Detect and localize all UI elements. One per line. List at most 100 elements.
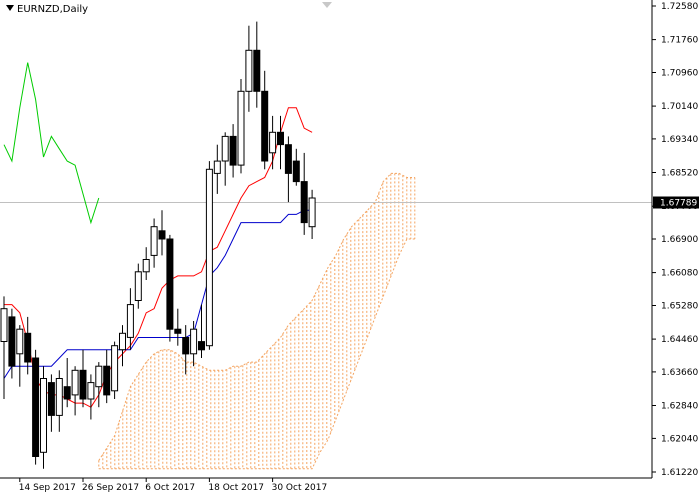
x-tick-label: 30 Oct 2017 [272,483,328,493]
candle-body-bear [166,238,174,330]
chikou-span-line [3,62,100,225]
candle [142,247,150,280]
candle-body-bear [229,135,237,166]
candle [277,115,284,170]
candle-body-bull [221,135,229,162]
indicator-lines [3,62,313,408]
candle-body-bear [292,160,300,183]
senkou-span-b-line [98,238,415,470]
candle-body-bull [205,168,213,347]
candle [198,304,205,358]
shift-marker-icon[interactable] [322,2,332,8]
candle [16,325,24,387]
candle-body-bull [16,328,24,355]
candle [284,136,292,203]
price-tag-box [653,196,699,209]
candle-body-bear [158,230,166,240]
candle [190,321,198,367]
candle-body-bull [213,160,221,174]
candle-body-bear [277,131,284,146]
candle [182,325,190,375]
candle [40,366,47,469]
candle-body-bear [8,316,16,367]
candle [158,210,166,256]
y-tick-label: 1.64460 [661,335,698,345]
candle [150,218,158,268]
candle-body-bear [63,386,71,400]
candle [24,316,32,375]
y-tick-label: 1.63660 [661,368,698,378]
y-tick-label: 1.66900 [661,235,698,245]
candle [32,349,40,465]
candle-body-bull [237,90,245,166]
current-price-tag: 1.67789 [653,196,699,209]
candle [55,370,63,432]
y-tick-label: 1.69340 [661,135,698,145]
y-tick-label: 1.68520 [661,169,698,179]
candle [95,362,103,408]
y-tick-label: 1.62040 [661,434,698,444]
candle-body-bull [40,378,47,453]
candle-body-bull [150,226,158,256]
candle-body-bull [95,365,103,388]
candle [71,366,79,416]
candle [79,349,87,408]
candle-body-bull [308,197,316,228]
candle-body-bear [300,181,308,224]
price-tag-text: 1.67789 [660,199,697,209]
candle [237,79,245,174]
candle-body-bear [253,49,261,92]
candle-body-bull [126,304,134,338]
candle [221,132,229,186]
candle [245,25,253,112]
candle-body-bull [245,49,253,92]
ichimoku-cloud [98,172,416,470]
candle [229,124,237,178]
candle-body-bull [269,131,277,154]
x-tick-label: 18 Oct 2017 [208,483,264,493]
candle-body-bull [142,259,150,273]
candle-body-bear [24,332,32,363]
y-axis: 1.72580 1.71760 1.70960 1.70140 1.69340 1.685… [652,2,698,478]
candle [308,189,316,239]
y-tick-label: 1.66080 [661,269,698,279]
candle [126,288,134,350]
candle [87,374,95,420]
y-tick-label: 1.72580 [661,2,698,12]
candle [111,341,119,399]
candle [103,349,111,404]
candle [300,152,308,235]
candle-body-bear [284,144,292,174]
candle [253,21,261,108]
symbol-text: EURNZD,Daily [17,4,89,15]
senkou-span-a-line [98,172,415,461]
candle [0,296,8,399]
candle-body-bull [55,378,63,416]
candle-body-bear [47,382,55,416]
candle-body-bear [198,341,205,351]
x-tick-label: 14 Sep 2017 [19,483,76,493]
candle-body-bull [0,308,8,343]
candles [0,21,316,469]
y-tick-label: 1.70140 [661,102,698,112]
candle-body-bull [119,332,126,351]
candle [166,234,174,342]
tenkan-sen-line [4,107,313,408]
y-tick-label: 1.65280 [661,302,698,312]
candle [261,70,269,170]
y-tick-label: 1.70960 [661,69,698,79]
dropdown-triangle-icon[interactable] [6,5,14,11]
candle-body-bull [190,328,198,355]
candle-body-bull [71,369,79,396]
candle [292,148,300,186]
candle-body-bull [111,345,119,392]
candle-body-bear [182,337,190,355]
x-tick-label: 26 Sep 2017 [82,483,139,493]
candle-body-bear [103,365,111,396]
candle-body-bear [32,357,40,457]
kijun-sen-line [3,209,313,379]
candle-body-bull [134,271,142,301]
candle [63,358,71,408]
